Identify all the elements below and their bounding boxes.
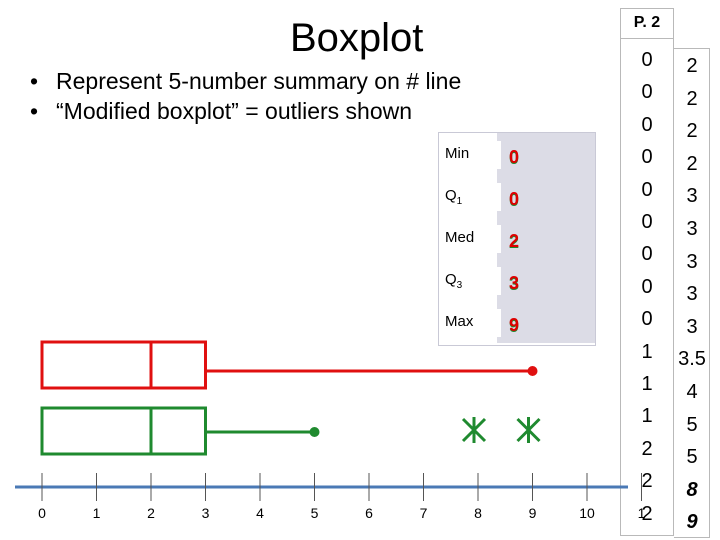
tick-label: 10 (579, 505, 595, 521)
data-cell: 2 (686, 87, 698, 110)
tick-label: 0 (38, 505, 46, 521)
data-cell: 0 (641, 308, 653, 331)
summary-row: 0 Min (439, 133, 595, 175)
summary-value: 0 (509, 147, 520, 167)
data-cell: 1 (641, 405, 653, 428)
tick-label: 4 (256, 505, 264, 521)
tick-label: 7 (419, 505, 428, 521)
data-cell: 4 (686, 381, 698, 403)
bullet-text: Represent 5-number summary on # line (56, 68, 462, 94)
data-cell: 3 (686, 218, 698, 240)
data-cell: 3 (686, 185, 698, 208)
tick-label: 8 (474, 505, 482, 521)
data-cell: 0 (641, 49, 653, 71)
boxplot-box (40, 406, 207, 456)
summary-value-cell: 0 (497, 133, 595, 175)
summary-row: 2 Med (439, 217, 595, 259)
bullet-item: • “Modified boxplot” = outliers shown (30, 96, 461, 126)
data-cell: 3 (686, 315, 698, 338)
summary-value: 9 (509, 315, 520, 335)
summary-label: Q1 (445, 183, 501, 211)
tick-label: 3 (201, 505, 210, 521)
data-cell: 0 (641, 113, 653, 136)
summary-value: 0 (509, 189, 520, 209)
summary-label: Q3 (445, 267, 501, 295)
data-cell: 0 (641, 178, 653, 201)
data-cell: 5 (686, 413, 698, 436)
bullet-icon: • (30, 68, 39, 94)
bullet-icon: • (30, 98, 39, 124)
summary-row: 9 Max (439, 301, 595, 343)
column-header: P. 2 (621, 9, 673, 39)
data-cell: 0 (641, 81, 653, 104)
data-cell: 3 (686, 250, 698, 273)
summary-value: 3 (509, 273, 520, 293)
summary-row: 0 Q1 (439, 175, 595, 217)
summary-value-cell: 3 (497, 259, 595, 301)
bullet-list: • Represent 5-number summary on # line • “… (30, 66, 461, 126)
data-cell: 1 (641, 340, 653, 363)
tick-label: 5 (310, 505, 319, 521)
summary-value-cell: 0 (497, 175, 595, 217)
summary-label: Med (445, 225, 501, 253)
tick-label: 1 (92, 505, 101, 521)
five-number-summary-table: 0 Min 0 Q1 2 Med 3 Q3 9 Max (438, 132, 596, 346)
data-cell: 3 (686, 283, 698, 306)
summary-row: 3 Q3 (439, 259, 595, 301)
data-cell: 0 (641, 211, 653, 233)
slide-title: Boxplot (290, 16, 424, 60)
bullet-item: • Represent 5-number summary on # line (30, 66, 461, 96)
data-cell: 2 (641, 437, 653, 460)
summary-label: Max (445, 309, 501, 337)
data-cell: 0 (641, 243, 653, 266)
data-cell: 1 (641, 373, 653, 395)
boxplot-box (40, 340, 207, 390)
data-cell: 2 (686, 120, 698, 143)
summary-value: 2 (509, 231, 520, 251)
data-cell: 2 (686, 55, 698, 77)
data-cell: 3.5 (678, 348, 706, 371)
data-cell: 2 (641, 470, 653, 493)
boxplot-max-point (527, 366, 538, 376)
data-cell: 5 (686, 446, 698, 469)
data-cell: 8 (686, 478, 698, 501)
data-cell: 2 (686, 152, 698, 175)
tick-label: 2 (147, 505, 155, 521)
bullet-text: “Modified boxplot” = outliers shown (56, 98, 413, 124)
data-cell: 0 (641, 275, 653, 298)
summary-value-cell: 2 (497, 217, 595, 259)
data-cell: 0 (641, 146, 653, 169)
boxplot-max-point (309, 427, 320, 437)
data-cell: 9 (686, 511, 698, 534)
data-cell: 2 (641, 502, 653, 525)
tick-label: 6 (365, 505, 373, 521)
summary-label: Min (445, 141, 501, 169)
data-column-second: 2 2 2 2 3 3 3 3 3 3.5 4 5 5 8 9 (674, 48, 710, 538)
summary-value-cell: 9 (497, 301, 595, 343)
tick-label: 1 (637, 505, 646, 521)
tick-label: 9 (528, 505, 537, 521)
